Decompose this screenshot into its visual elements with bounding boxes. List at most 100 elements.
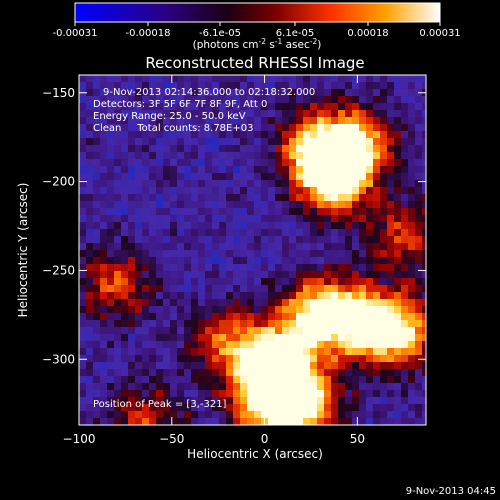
heatmap-cell — [380, 313, 388, 321]
heatmap-cell — [359, 348, 367, 356]
heatmap-cell — [387, 201, 395, 209]
heatmap-cell — [394, 362, 402, 370]
heatmap-cell — [86, 159, 94, 167]
heatmap-cell — [79, 362, 87, 370]
heatmap-cell — [415, 264, 423, 272]
heatmap-cell — [296, 96, 304, 104]
heatmap-cell — [275, 404, 283, 412]
heatmap-cell — [401, 187, 409, 195]
heatmap-cell — [394, 117, 402, 125]
heatmap-cell — [240, 208, 248, 216]
heatmap-cell — [394, 271, 402, 279]
heatmap-cell — [261, 390, 269, 398]
heatmap-cell — [107, 278, 115, 286]
heatmap-cell — [380, 152, 388, 160]
heatmap-cell — [128, 285, 136, 293]
heatmap-cell — [345, 257, 353, 265]
heatmap-cell — [149, 376, 157, 384]
heatmap-cell — [184, 376, 192, 384]
heatmap-cell — [275, 264, 283, 272]
heatmap-cell — [79, 145, 87, 153]
heatmap-cell — [401, 292, 409, 300]
heatmap-cell — [422, 292, 426, 300]
heatmap-cell — [142, 257, 150, 265]
heatmap-cell — [198, 138, 206, 146]
heatmap-cell — [261, 131, 269, 139]
heatmap-cell — [268, 89, 276, 97]
heatmap-cell — [345, 306, 353, 314]
heatmap-cell — [156, 194, 164, 202]
heatmap-cell — [359, 117, 367, 125]
heatmap-cell — [345, 362, 353, 370]
heatmap-cell — [254, 271, 262, 279]
heatmap-cell — [254, 313, 262, 321]
heatmap-cell — [163, 145, 171, 153]
heatmap-cell — [205, 173, 213, 181]
heatmap-cell — [212, 306, 220, 314]
heatmap-cell — [163, 229, 171, 237]
heatmap-cell — [156, 278, 164, 286]
heatmap-cell — [296, 320, 304, 328]
heatmap-cell — [331, 397, 339, 405]
heatmap-cell — [261, 236, 269, 244]
heatmap-cell — [170, 341, 178, 349]
heatmap-cell — [135, 390, 143, 398]
heatmap-cell — [121, 404, 129, 412]
heatmap-cell — [408, 89, 416, 97]
heatmap-cell — [275, 271, 283, 279]
heatmap-cell — [366, 299, 374, 307]
heatmap-cell — [387, 117, 395, 125]
heatmap-cell — [177, 313, 185, 321]
heatmap-cell — [296, 145, 304, 153]
heatmap-cell — [345, 236, 353, 244]
heatmap-cell — [366, 334, 374, 342]
heatmap-cell — [107, 124, 115, 132]
heatmap-cell — [373, 278, 381, 286]
heatmap-cell — [184, 222, 192, 230]
heatmap-cell — [191, 243, 199, 251]
heatmap-cell — [282, 376, 290, 384]
heatmap-cell — [191, 313, 199, 321]
heatmap-cell — [394, 341, 402, 349]
heatmap-cell — [373, 418, 381, 425]
heatmap-cell — [373, 397, 381, 405]
heatmap-cell — [135, 145, 143, 153]
heatmap-cell — [359, 411, 367, 419]
heatmap-cell — [359, 250, 367, 258]
heatmap-cell — [275, 383, 283, 391]
heatmap-cell — [275, 320, 283, 328]
heatmap-cell — [254, 110, 262, 118]
heatmap-cell — [359, 285, 367, 293]
heatmap-cell — [205, 327, 213, 335]
heatmap-cell — [79, 285, 87, 293]
heatmap-cell — [79, 229, 87, 237]
heatmap-cell — [212, 376, 220, 384]
heatmap-cell — [142, 215, 150, 223]
heatmap-cell — [240, 306, 248, 314]
heatmap-cell — [394, 159, 402, 167]
heatmap-cell — [352, 89, 360, 97]
heatmap-cell — [338, 194, 346, 202]
heatmap-cell — [79, 348, 87, 356]
heatmap-cell — [184, 306, 192, 314]
heatmap-cell — [219, 411, 227, 419]
heatmap-cell — [198, 152, 206, 160]
heatmap-cell — [268, 180, 276, 188]
heatmap-cell — [240, 117, 248, 125]
heatmap-cell — [233, 355, 241, 363]
heatmap-cell — [366, 341, 374, 349]
heatmap-cell — [338, 243, 346, 251]
heatmap-cell — [226, 383, 234, 391]
heatmap-cell — [191, 264, 199, 272]
heatmap-cell — [310, 257, 318, 265]
heatmap-cell — [240, 278, 248, 286]
heatmap-cell — [107, 411, 115, 419]
heatmap-cell — [128, 271, 136, 279]
heatmap-cell — [296, 110, 304, 118]
heatmap-cell — [331, 110, 339, 118]
heatmap-cell — [205, 96, 213, 104]
heatmap-cell — [93, 292, 101, 300]
heatmap-cell — [142, 201, 150, 209]
heatmap-cell — [177, 138, 185, 146]
heatmap-cell — [261, 145, 269, 153]
